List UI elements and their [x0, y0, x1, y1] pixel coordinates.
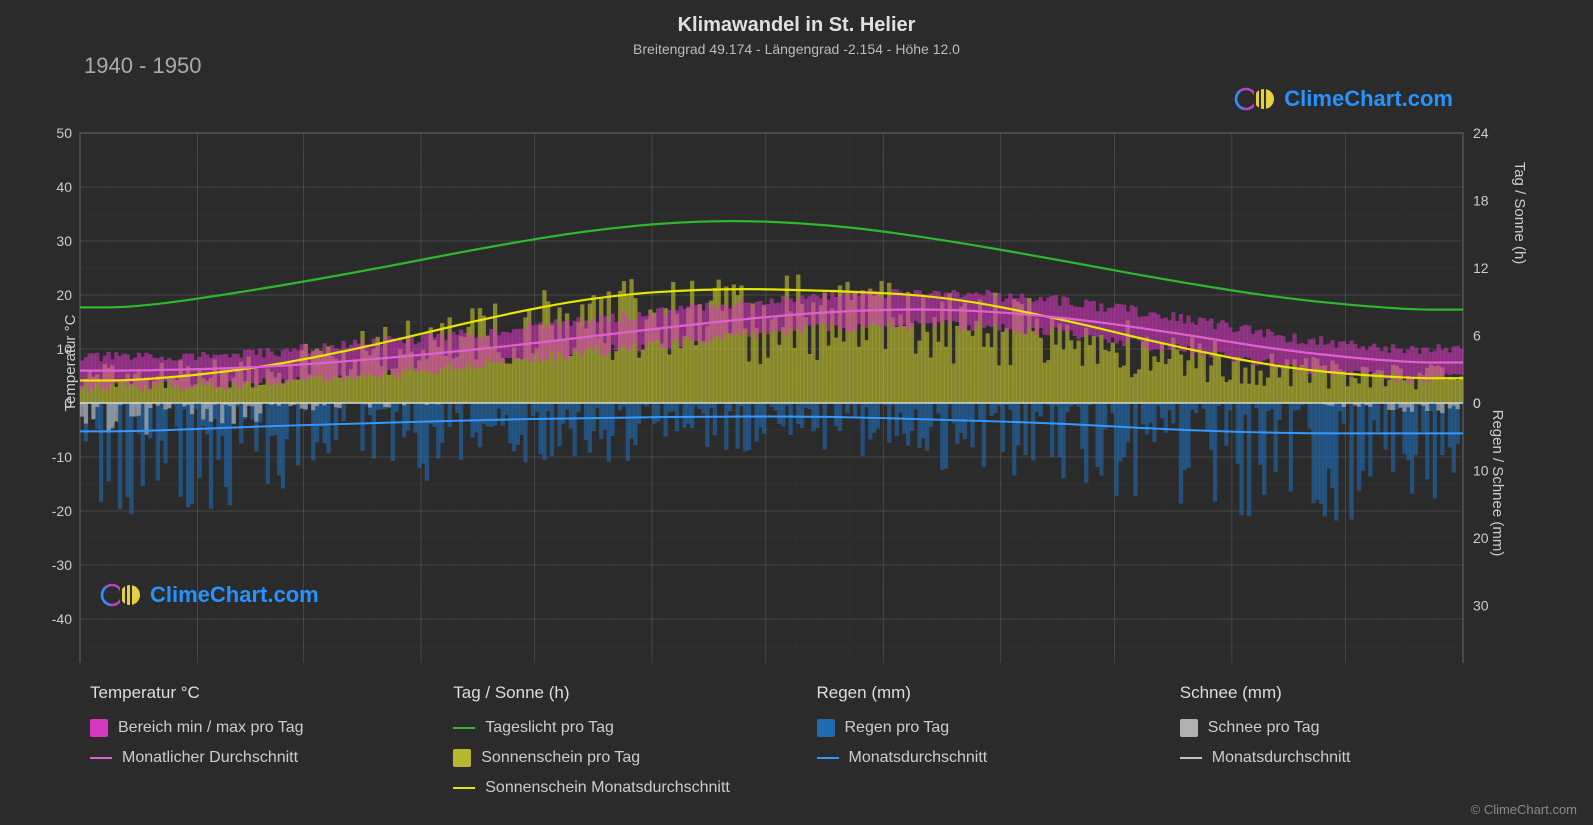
legend-heading: Tag / Sonne (h) — [453, 683, 776, 703]
watermark-logo-icon — [100, 581, 144, 609]
y-axis-right-top-label: Tag / Sonne (h) — [1511, 162, 1528, 265]
watermark-text: ClimeChart.com — [1284, 86, 1453, 112]
legend-swatch-line — [453, 787, 475, 789]
legend-label: Monatsdurchschnitt — [849, 749, 988, 767]
legend-swatch-box — [1180, 719, 1198, 737]
svg-text:18: 18 — [1473, 193, 1489, 209]
svg-text:12: 12 — [1473, 260, 1489, 276]
chart-area: 1940 - 1950 Temperatur °C Tag / Sonne (h… — [0, 63, 1593, 663]
svg-text:-10: -10 — [52, 449, 72, 465]
legend-label: Regen pro Tag — [845, 719, 950, 737]
svg-text:10: 10 — [1473, 463, 1489, 479]
svg-text:30: 30 — [56, 233, 72, 249]
legend-item: Tageslicht pro Tag — [453, 719, 776, 737]
legend-item: Monatsdurchschnitt — [817, 749, 1140, 767]
legend-group: Temperatur °C Bereich min / max pro Tag Mo… — [90, 683, 413, 797]
svg-text:-20: -20 — [52, 503, 72, 519]
legend-item: Sonnenschein pro Tag — [453, 749, 776, 767]
legend-label: Bereich min / max pro Tag — [118, 719, 304, 737]
legend-swatch-line — [90, 757, 112, 759]
svg-text:-40: -40 — [52, 611, 72, 627]
svg-text:20: 20 — [1473, 530, 1489, 546]
legend-item: Schnee pro Tag — [1180, 719, 1503, 737]
legend-item: Monatsdurchschnitt — [1180, 749, 1503, 767]
legend-swatch-line — [1180, 757, 1202, 759]
y-axis-left-label: Temperatur °C — [62, 315, 79, 412]
legend-label: Tageslicht pro Tag — [485, 719, 614, 737]
period-label: 1940 - 1950 — [84, 53, 201, 79]
legend-label: Monatlicher Durchschnitt — [122, 749, 298, 767]
legend-label: Monatsdurchschnitt — [1212, 749, 1351, 767]
legend-item: Monatlicher Durchschnitt — [90, 749, 413, 767]
legend-label: Sonnenschein Monatsdurchschnitt — [485, 779, 730, 797]
legend-swatch-box — [817, 719, 835, 737]
watermark-top: ClimeChart.com — [1234, 85, 1453, 113]
copyright: © ClimeChart.com — [1471, 802, 1577, 817]
svg-text:0: 0 — [1473, 395, 1481, 411]
legend-heading: Temperatur °C — [90, 683, 413, 703]
legend-heading: Regen (mm) — [817, 683, 1140, 703]
svg-text:6: 6 — [1473, 328, 1481, 344]
chart-subtitle: Breitengrad 49.174 - Längengrad -2.154 -… — [0, 37, 1593, 57]
legend-swatch-box — [90, 719, 108, 737]
legend-item: Bereich min / max pro Tag — [90, 719, 413, 737]
legend: Temperatur °C Bereich min / max pro Tag Mo… — [0, 663, 1593, 797]
svg-text:50: 50 — [56, 125, 72, 141]
legend-group: Schnee (mm) Schnee pro Tag Monatsdurchschn… — [1180, 683, 1503, 797]
watermark-text: ClimeChart.com — [150, 582, 319, 608]
legend-item: Regen pro Tag — [817, 719, 1140, 737]
legend-swatch-line — [453, 727, 475, 729]
svg-text:20: 20 — [56, 287, 72, 303]
legend-label: Schnee pro Tag — [1208, 719, 1320, 737]
svg-text:40: 40 — [56, 179, 72, 195]
watermark-logo-icon — [1234, 85, 1278, 113]
svg-text:24: 24 — [1473, 125, 1489, 141]
y-axis-right-bottom-label: Regen / Schnee (mm) — [1489, 410, 1506, 557]
legend-label: Sonnenschein pro Tag — [481, 749, 640, 767]
chart-title: Klimawandel in St. Helier — [0, 0, 1593, 37]
legend-heading: Schnee (mm) — [1180, 683, 1503, 703]
watermark-bottom: ClimeChart.com — [100, 581, 319, 609]
legend-item: Sonnenschein Monatsdurchschnitt — [453, 779, 776, 797]
legend-group: Regen (mm) Regen pro Tag Monatsdurchschnit… — [817, 683, 1140, 797]
svg-text:-30: -30 — [52, 557, 72, 573]
svg-text:30: 30 — [1473, 598, 1489, 614]
legend-swatch-line — [817, 757, 839, 759]
legend-swatch-box — [453, 749, 471, 767]
chart-svg: 50403020100-10-20-30-40-50JanFebMärAprMa… — [0, 63, 1593, 663]
legend-group: Tag / Sonne (h) Tageslicht pro Tag Sonnens… — [453, 683, 776, 797]
